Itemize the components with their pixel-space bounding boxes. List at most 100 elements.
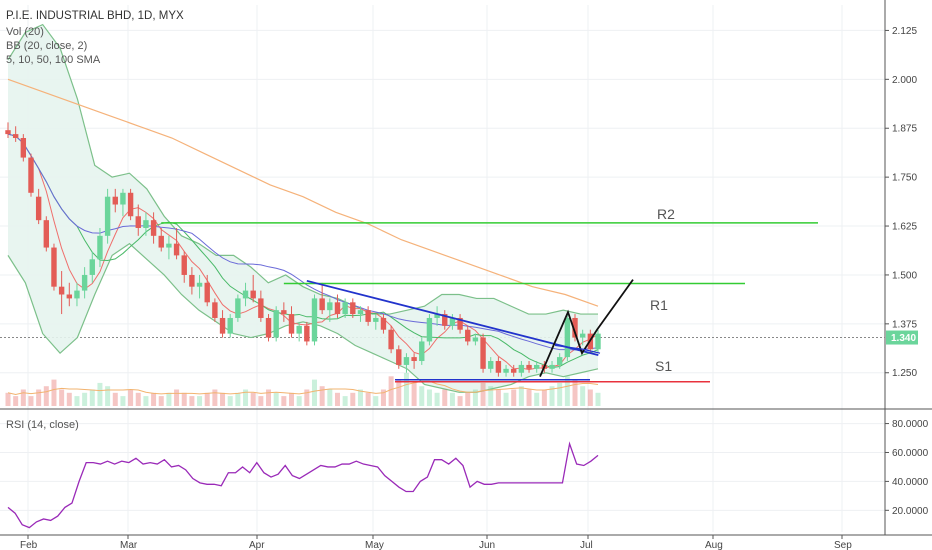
volume-bar xyxy=(388,376,394,406)
volume-bar xyxy=(549,386,555,406)
candle-body xyxy=(518,364,525,373)
time-tick-label: Sep xyxy=(834,540,852,550)
indicator-sma: 5, 10, 50, 100 SMA xyxy=(6,54,101,66)
candle-body xyxy=(288,314,295,334)
candle-body xyxy=(104,196,111,236)
volume-bar xyxy=(572,379,578,406)
volume-bar xyxy=(174,389,180,406)
volume-bar xyxy=(319,386,325,406)
volume-bar xyxy=(327,389,333,406)
candle-body xyxy=(51,247,57,287)
volume-bar xyxy=(5,392,11,406)
volume-bar xyxy=(334,392,340,406)
candle-body xyxy=(465,329,471,342)
volume-bar xyxy=(43,386,49,406)
candle-body xyxy=(173,243,180,256)
volume-bar xyxy=(472,389,478,406)
r1-label: R1 xyxy=(650,297,668,313)
volume-bar xyxy=(357,389,363,406)
volume-bar xyxy=(434,392,440,406)
volume-bar xyxy=(304,389,310,406)
volume-bar xyxy=(89,389,95,406)
candle-body xyxy=(595,333,601,350)
volume-bar xyxy=(258,396,264,406)
bb-fill xyxy=(8,24,598,393)
rsi-tick-label: 60.0000 xyxy=(892,448,929,459)
candle-body xyxy=(327,302,333,311)
price-tick-label: 1.875 xyxy=(892,124,917,135)
candle-body xyxy=(74,290,80,299)
volume-bar xyxy=(235,392,241,406)
candle-body xyxy=(534,364,540,369)
sma10-line xyxy=(7,133,599,369)
candle-body xyxy=(127,192,134,217)
volume-bar xyxy=(465,392,471,406)
r2-label: R2 xyxy=(657,206,675,222)
candle-body xyxy=(411,357,417,362)
volume-bar xyxy=(281,396,287,406)
volume-bar xyxy=(311,379,317,406)
price-tick-label: 1.625 xyxy=(892,222,917,233)
rsi-tick-label: 80.0000 xyxy=(892,419,929,430)
volume-bar xyxy=(181,392,187,406)
candle-body xyxy=(526,364,532,369)
candle-body xyxy=(579,333,586,338)
volume-bar xyxy=(595,392,601,406)
volume-bars xyxy=(5,373,601,406)
volume-bar xyxy=(151,392,157,406)
time-tick-label: Aug xyxy=(705,540,723,550)
volume-bar xyxy=(51,379,57,406)
rsi-pane xyxy=(7,441,599,529)
volume-bar xyxy=(564,376,570,406)
volume-bar xyxy=(204,392,210,406)
volume-bar xyxy=(557,382,563,406)
candle-body xyxy=(20,138,27,158)
candle-body xyxy=(342,302,348,315)
last-price-label: 1.340 xyxy=(891,333,916,344)
sma5-line xyxy=(7,133,599,371)
candle-body xyxy=(265,317,272,338)
price-tick-label: 2.000 xyxy=(892,75,917,86)
candle-body xyxy=(380,317,387,330)
candle-body xyxy=(120,192,126,205)
volume-bar xyxy=(426,389,432,406)
volume-bar xyxy=(128,389,134,406)
legend: P.I.E. INDUSTRIAL BHD, 1D, MYX Vol (20) … xyxy=(6,10,184,431)
candle-body xyxy=(296,325,302,334)
axes: 2.125 2.000 1.875 1.750 1.625 1.500 1.375 1.250… xyxy=(20,26,929,550)
volume-bar xyxy=(112,392,118,406)
candle-body xyxy=(564,317,571,358)
candle-body xyxy=(373,317,379,322)
candle-body xyxy=(250,290,256,299)
volume-bar xyxy=(518,386,524,406)
volume-bar xyxy=(82,392,88,406)
volume-bar xyxy=(580,386,586,406)
candle-body xyxy=(365,310,371,322)
bb-lower-line xyxy=(7,242,599,393)
candle-body xyxy=(350,302,356,315)
candle-body xyxy=(556,357,563,365)
indicator-volume: Vol (20) xyxy=(6,26,44,38)
volume-bar xyxy=(220,392,226,406)
candle-body xyxy=(273,310,279,338)
candle-body xyxy=(442,314,448,326)
candle-body xyxy=(258,298,264,318)
candle-body xyxy=(35,196,42,221)
candle-body xyxy=(5,130,11,135)
volume-bar xyxy=(503,392,509,406)
indicator-bb: BB (20, close, 2) xyxy=(6,40,87,52)
rsi-line xyxy=(7,441,599,529)
chart-title: P.I.E. INDUSTRIAL BHD, 1D, MYX xyxy=(6,10,184,22)
bollinger-bands xyxy=(7,23,599,393)
candle-body xyxy=(166,243,172,248)
candle-body xyxy=(219,317,226,334)
time-tick-label: May xyxy=(365,540,384,550)
sma-lines xyxy=(7,78,599,371)
volume-bar xyxy=(227,396,233,406)
volume-bar xyxy=(534,392,540,406)
volume-bar xyxy=(66,392,72,406)
sma100-line xyxy=(7,78,599,307)
candle-body xyxy=(488,361,494,369)
volume-bar xyxy=(13,396,19,406)
